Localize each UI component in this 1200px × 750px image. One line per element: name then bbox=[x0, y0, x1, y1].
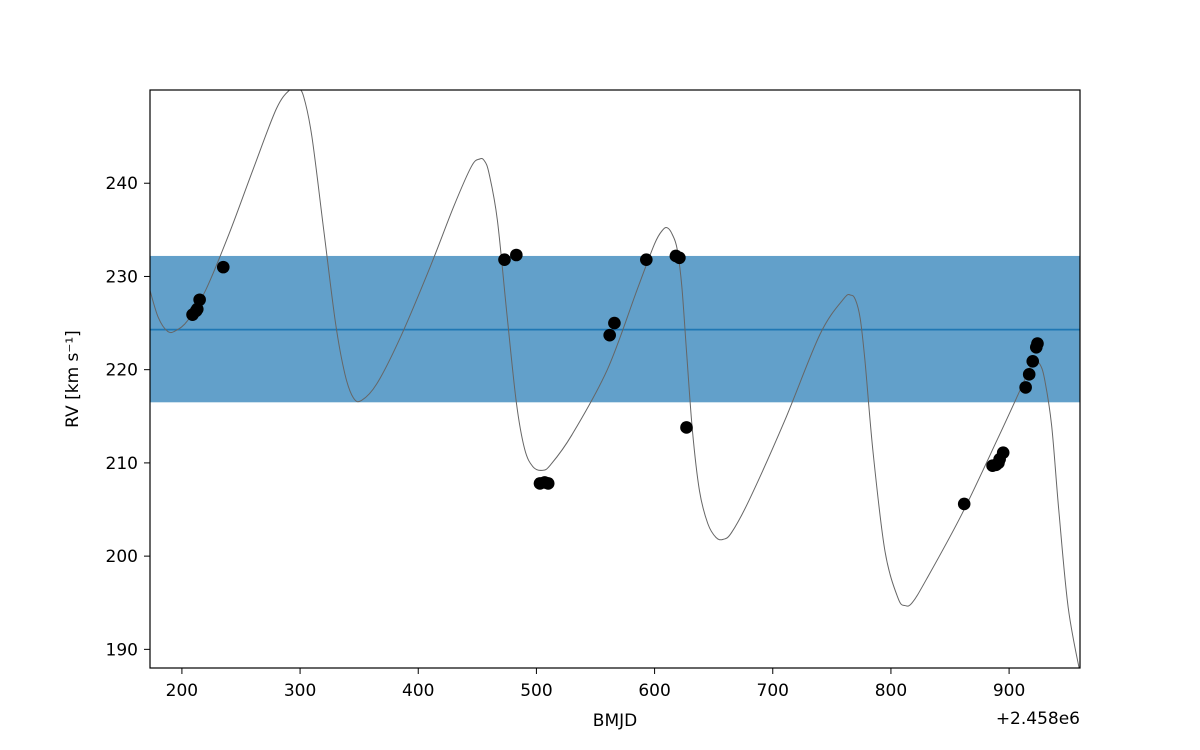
x-tick-label: 700 bbox=[757, 681, 789, 701]
x-axis-label: BMJD bbox=[593, 711, 637, 731]
data-point bbox=[673, 252, 686, 265]
x-tick-label: 600 bbox=[638, 681, 670, 701]
x-tick-label: 300 bbox=[284, 681, 316, 701]
data-point bbox=[1019, 381, 1032, 394]
data-point bbox=[510, 249, 523, 262]
x-tick-label: 800 bbox=[875, 681, 907, 701]
y-tick-label: 210 bbox=[106, 454, 138, 474]
y-tick-label: 190 bbox=[106, 640, 138, 660]
data-point bbox=[680, 421, 693, 434]
x-offset-label: +2.458e6 bbox=[996, 709, 1080, 729]
data-point bbox=[958, 498, 971, 511]
data-point bbox=[640, 253, 653, 266]
x-tick-label: 900 bbox=[993, 681, 1025, 701]
y-tick-label: 230 bbox=[106, 267, 138, 287]
x-tick-label: 400 bbox=[402, 681, 434, 701]
data-point bbox=[1026, 355, 1039, 368]
data-point bbox=[603, 329, 616, 342]
data-point bbox=[1031, 337, 1044, 350]
x-tick-label: 200 bbox=[166, 681, 198, 701]
x-tick-label: 500 bbox=[520, 681, 552, 701]
y-axis-label: RV [km s⁻¹] bbox=[63, 330, 83, 428]
data-point bbox=[542, 477, 555, 490]
y-tick-label: 200 bbox=[106, 547, 138, 567]
data-point bbox=[217, 261, 230, 274]
y-tick-label: 220 bbox=[106, 361, 138, 381]
data-point bbox=[997, 446, 1010, 459]
data-point bbox=[608, 317, 621, 330]
y-tick-label: 240 bbox=[106, 174, 138, 194]
data-point bbox=[498, 253, 511, 266]
data-point bbox=[1023, 368, 1036, 381]
data-point bbox=[193, 293, 206, 306]
